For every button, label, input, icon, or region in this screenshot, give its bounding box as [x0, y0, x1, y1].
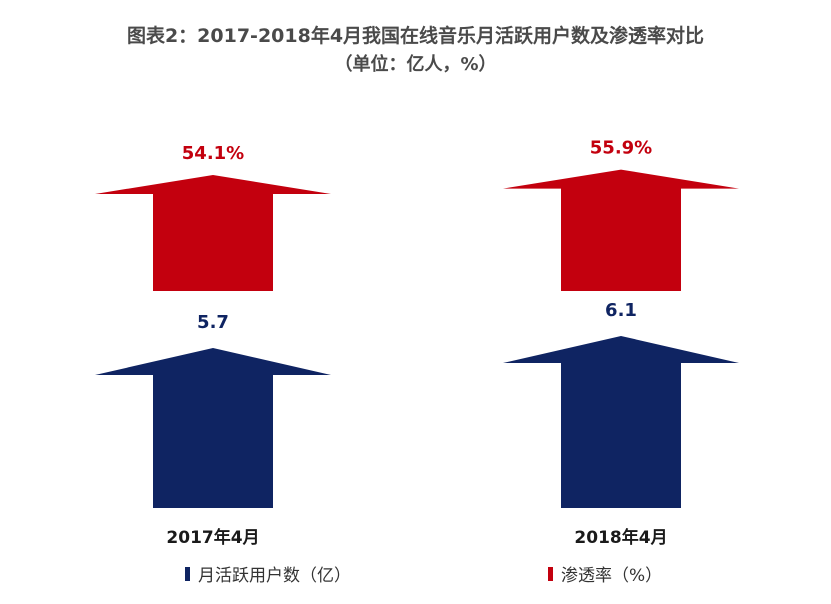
legend-item-penetration: 渗透率（%）: [548, 561, 662, 586]
legend-label-penetration: 渗透率（%）: [561, 566, 663, 586]
penetration-arrow-1: [95, 175, 331, 291]
mau-arrow-1: [95, 348, 331, 508]
legend-swatch-mau: [185, 566, 190, 581]
chart-subtitle: （单位：亿人，%）: [334, 54, 497, 75]
penetration-value-label-2: 55.9%: [590, 138, 652, 159]
penetration-value-label-1: 54.1%: [182, 143, 244, 164]
mau-value-label-1: 5.7: [197, 312, 229, 333]
category-label-2: 2018年4月: [574, 527, 667, 548]
chart-title: 图表2：2017-2018年4月我国在线音乐月活跃用户数及渗透率对比: [126, 25, 705, 47]
penetration-arrow-2: [503, 169, 739, 291]
mau-value-label-2: 6.1: [605, 300, 637, 321]
legend-item-mau: 月活跃用户数（亿）: [185, 561, 351, 586]
category-label-1: 2017年4月: [166, 527, 259, 548]
legend-label-mau: 月活跃用户数（亿）: [198, 566, 351, 586]
mau-arrow-2: [503, 336, 739, 508]
legend-swatch-penetration: [548, 566, 553, 581]
